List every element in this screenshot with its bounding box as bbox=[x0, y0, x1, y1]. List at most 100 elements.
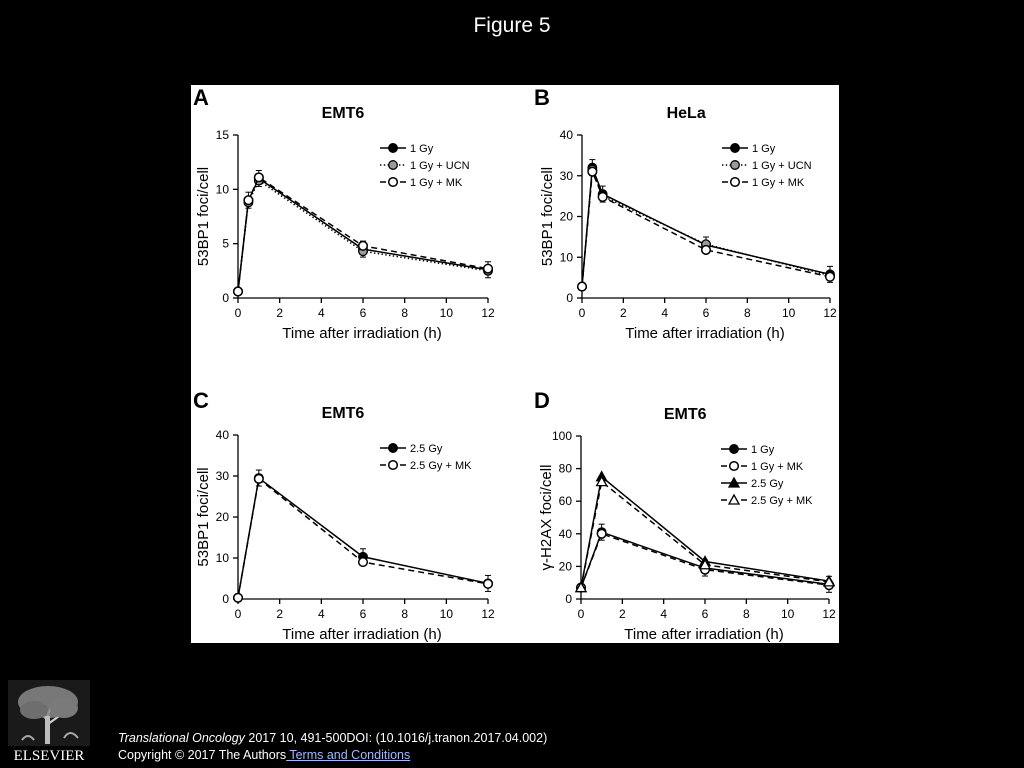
chart-panel-c: C EMT6 0 10 20 30 40 0 2 4 6 8 10 12 Time after irradi… bbox=[193, 388, 495, 643]
legend-marker bbox=[388, 443, 398, 453]
legend-marker bbox=[727, 476, 741, 488]
x-tick-label: 6 bbox=[360, 607, 367, 621]
y-tick-label: 0 bbox=[222, 592, 229, 606]
series-1 bbox=[233, 175, 493, 297]
panel-letter: B bbox=[534, 85, 550, 110]
legend-marker bbox=[730, 143, 740, 153]
x-tick-label: 2 bbox=[620, 306, 627, 320]
chart-panel-b: B HeLa 0 10 20 30 40 0 2 4 6 8 10 12 Time after irradi… bbox=[534, 85, 837, 342]
x-tick-label: 2 bbox=[276, 607, 283, 621]
x-axis-title: Time after irradiation (h) bbox=[625, 325, 785, 342]
y-axis-title: 53BP1 foci/cell bbox=[195, 467, 212, 566]
chart-canvas: A EMT6 0 5 10 15 0 2 4 6 8 10 12 Time after irradiati… bbox=[193, 85, 837, 643]
x-tick-label: 0 bbox=[578, 607, 585, 621]
y-tick-label: 40 bbox=[560, 128, 574, 142]
y-tick-label: 30 bbox=[216, 469, 230, 483]
x-tick-label: 4 bbox=[660, 607, 667, 621]
legend: 1 Gy 1 Gy + UCN 1 Gy + MK bbox=[722, 143, 812, 189]
y-tick-label: 0 bbox=[222, 291, 229, 305]
x-tick-label: 12 bbox=[481, 306, 495, 320]
series-line bbox=[237, 476, 489, 598]
legend-marker bbox=[387, 176, 399, 188]
legend-label: 2.5 Gy + MK bbox=[410, 460, 472, 472]
y-axis-title: 53BP1 foci/cell bbox=[539, 167, 556, 266]
y-axis-title: 53BP1 foci/cell bbox=[195, 167, 212, 266]
legend-label: 1 Gy + MK bbox=[410, 177, 463, 189]
x-tick-label: 2 bbox=[276, 306, 283, 320]
data-point bbox=[698, 558, 712, 570]
data-point bbox=[596, 528, 607, 539]
x-tick-label: 10 bbox=[440, 306, 454, 320]
legend-label: 1 Gy bbox=[410, 143, 434, 155]
x-tick-label: 6 bbox=[703, 306, 710, 320]
series-line bbox=[580, 532, 830, 588]
figure-panels: A EMT6 0 5 10 15 0 2 4 6 8 10 12 Time after irradiati… bbox=[191, 85, 839, 643]
legend-label: 2.5 Gy bbox=[410, 443, 443, 455]
terms-link[interactable]: Terms and Conditions bbox=[286, 748, 411, 762]
y-tick-label: 0 bbox=[565, 592, 572, 606]
legend-marker bbox=[728, 460, 740, 472]
copyright-line: Copyright © 2017 The Authors Terms and C… bbox=[118, 747, 547, 764]
series-1 bbox=[232, 473, 494, 603]
series-0 bbox=[233, 469, 493, 603]
data-point bbox=[357, 557, 369, 568]
legend: 1 Gy 1 Gy + MK 2.5 Gy 2.5 Gy + MK bbox=[721, 444, 813, 507]
x-tick-label: 4 bbox=[661, 306, 668, 320]
x-tick-label: 12 bbox=[481, 607, 495, 621]
y-tick-label: 30 bbox=[560, 169, 574, 183]
panel-title: HeLa bbox=[667, 105, 706, 122]
series-2 bbox=[232, 172, 494, 297]
series-line bbox=[237, 477, 489, 598]
x-tick-label: 8 bbox=[743, 607, 750, 621]
legend-marker bbox=[730, 160, 740, 170]
series-line bbox=[237, 179, 489, 292]
legend-label: 1 Gy + UCN bbox=[410, 160, 470, 172]
x-tick-label: 6 bbox=[360, 306, 367, 320]
series-line bbox=[580, 480, 830, 588]
x-axis-title: Time after irradiation (h) bbox=[282, 325, 442, 342]
x-tick-label: 0 bbox=[579, 306, 586, 320]
x-tick-label: 8 bbox=[401, 607, 408, 621]
y-tick-label: 20 bbox=[559, 559, 573, 573]
data-point bbox=[576, 281, 588, 292]
legend-label: 1 Gy bbox=[752, 143, 776, 155]
series-line bbox=[237, 177, 489, 292]
legend-label: 1 Gy bbox=[751, 444, 775, 456]
data-point bbox=[700, 244, 712, 255]
legend-marker bbox=[727, 493, 741, 505]
y-tick-label: 20 bbox=[560, 210, 574, 224]
data-point bbox=[482, 263, 494, 274]
legend-marker bbox=[388, 143, 398, 153]
legend-label: 1 Gy + UCN bbox=[752, 160, 812, 172]
x-tick-label: 0 bbox=[235, 306, 242, 320]
panel-letter: A bbox=[193, 85, 209, 110]
legend-label: 2.5 Gy bbox=[751, 478, 784, 490]
x-axis-title: Time after irradiation (h) bbox=[624, 626, 784, 643]
y-tick-label: 10 bbox=[560, 250, 574, 264]
legend: 2.5 Gy 2.5 Gy + MK bbox=[380, 443, 472, 472]
x-tick-label: 0 bbox=[235, 607, 242, 621]
y-tick-label: 60 bbox=[559, 494, 573, 508]
figure-title: Figure 5 bbox=[473, 14, 551, 37]
y-tick-label: 80 bbox=[559, 462, 573, 476]
y-tick-label: 40 bbox=[559, 527, 573, 541]
data-point bbox=[597, 191, 608, 202]
x-tick-label: 8 bbox=[401, 306, 408, 320]
y-axis-title: γ-H2AX foci/cell bbox=[538, 465, 555, 571]
legend-marker bbox=[388, 160, 398, 170]
series-3 bbox=[574, 475, 836, 593]
series-line bbox=[580, 531, 830, 588]
data-point bbox=[574, 581, 588, 593]
x-tick-label: 10 bbox=[440, 607, 454, 621]
panel-letter: D bbox=[534, 388, 550, 413]
x-tick-label: 6 bbox=[702, 607, 709, 621]
legend-label: 1 Gy + MK bbox=[751, 461, 804, 473]
x-tick-label: 10 bbox=[781, 607, 795, 621]
legend: 1 Gy 1 Gy + UCN 1 Gy + MK bbox=[380, 143, 470, 189]
y-tick-label: 5 bbox=[222, 237, 229, 251]
x-tick-label: 10 bbox=[782, 306, 796, 320]
data-point bbox=[587, 166, 598, 177]
y-tick-label: 20 bbox=[216, 510, 230, 524]
data-point bbox=[595, 475, 608, 487]
legend-marker bbox=[387, 459, 399, 471]
